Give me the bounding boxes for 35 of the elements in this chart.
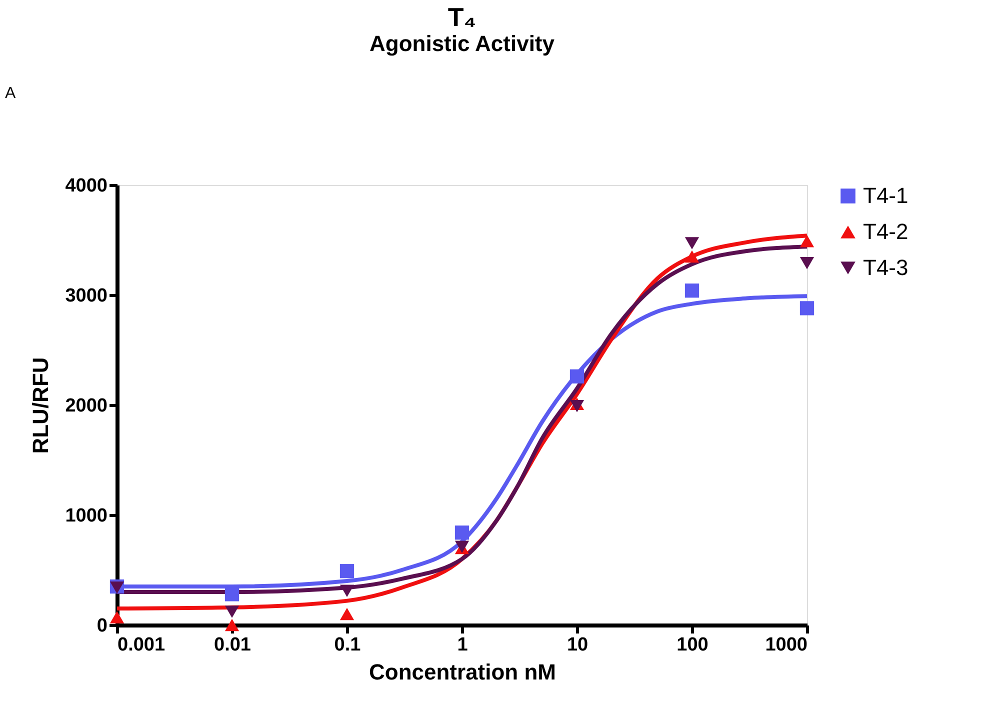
point xyxy=(684,250,700,263)
x-axis-title: Concentration nM xyxy=(369,660,556,684)
point xyxy=(340,564,354,578)
point xyxy=(340,608,354,620)
y-axis-title: RLU/RFU xyxy=(28,357,54,454)
x-tick-label: 1000 xyxy=(765,634,808,656)
point xyxy=(800,234,814,248)
x-tick-label: 10 xyxy=(566,634,588,656)
point xyxy=(570,369,584,384)
legend-label: T4-3 xyxy=(863,255,908,280)
legend-label: T4-1 xyxy=(863,183,908,208)
point xyxy=(224,618,240,632)
y-tick-label: 1000 xyxy=(65,506,108,526)
x-tick-label: 0.01 xyxy=(214,634,252,656)
point xyxy=(800,301,814,316)
y-tick-label: 3000 xyxy=(65,286,108,306)
point xyxy=(800,256,814,270)
text: A xyxy=(5,85,16,102)
chart-title: T₄ xyxy=(448,2,476,32)
point xyxy=(684,284,700,298)
point xyxy=(110,611,124,624)
x-tick-label: 1 xyxy=(457,634,468,656)
y-tick-label: 2000 xyxy=(65,396,108,416)
x-tick-label: 0.001 xyxy=(118,634,166,656)
x-tick-label: 0.1 xyxy=(334,634,362,656)
point xyxy=(684,237,700,250)
legend-label: T4-2 xyxy=(863,219,908,244)
y-tick-label: 0 xyxy=(96,616,108,636)
point xyxy=(340,584,354,598)
y-tick-label: 4000 xyxy=(65,176,108,196)
point xyxy=(454,526,470,540)
point xyxy=(224,587,240,602)
point xyxy=(224,606,240,618)
x-tick-label: 100 xyxy=(676,634,708,656)
chart-subtitle: Agonistic Activity xyxy=(370,31,556,56)
